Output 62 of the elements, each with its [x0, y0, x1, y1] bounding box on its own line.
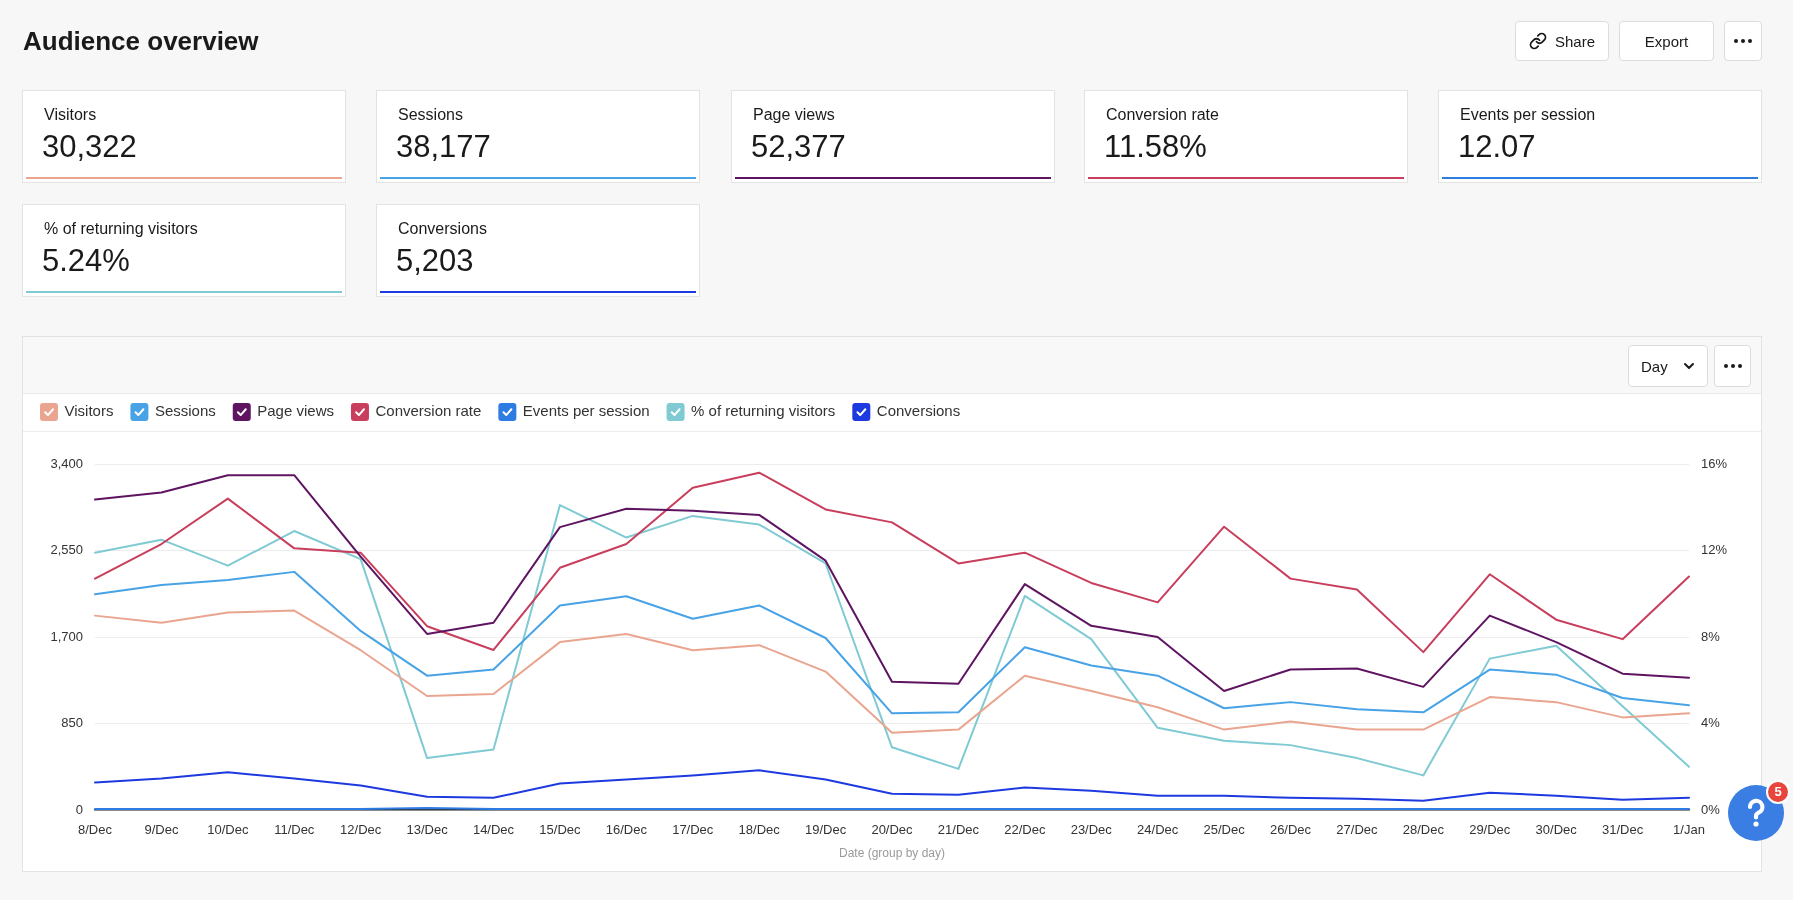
- x-tick-label: 24/Dec: [1137, 822, 1179, 838]
- x-tick-label: 31/Dec: [1601, 822, 1644, 838]
- text: 5.24%: [42, 243, 130, 278]
- y2-tick-label: 0%: [1701, 801, 1721, 817]
- notification-badge: 5: [1766, 780, 1790, 804]
- y2-tick-label: 16%: [1701, 455, 1728, 471]
- y2-tick-label: 12%: [1701, 542, 1728, 558]
- legend-label: Sessions: [154, 402, 216, 420]
- x-tick-label: 25/Dec: [1203, 822, 1246, 838]
- x-tick-label: 11/Dec: [274, 822, 315, 838]
- x-tick-label: 16/Dec: [605, 822, 648, 838]
- text: Events per session: [1460, 106, 1596, 123]
- x-tick-label: 26/Dec: [1269, 822, 1312, 838]
- x-tick-label: 29/Dec: [1469, 822, 1511, 838]
- x-tick-label: 14/Dec: [472, 822, 515, 838]
- text: Share: [1554, 32, 1596, 50]
- text: Conversions: [398, 220, 487, 237]
- text: Visitors: [44, 106, 97, 123]
- text: Day: [1641, 357, 1668, 375]
- x-tick-label: 20/Dec: [871, 822, 914, 838]
- legend-label: Page views: [257, 402, 334, 420]
- x-tick-label: 13/Dec: [406, 822, 449, 838]
- y2-tick-label: 8%: [1701, 628, 1721, 644]
- text: Export: [1644, 32, 1689, 50]
- text: 5,203: [396, 243, 474, 278]
- legend-label: % of returning visitors: [691, 402, 836, 420]
- text: 38,177: [396, 129, 491, 164]
- text: 11.58%: [1104, 129, 1207, 164]
- text: 12.07: [1458, 129, 1536, 164]
- x-tick-label: 28/Dec: [1402, 822, 1445, 838]
- y-tick-label: 3,400: [50, 455, 83, 471]
- y-tick-label: 850: [61, 715, 83, 731]
- x-tick-label: 18/Dec: [738, 822, 781, 838]
- y-tick-label: 2,550: [50, 542, 83, 558]
- x-tick-label: 10/Dec: [207, 822, 249, 838]
- legend-label: Conversions: [876, 402, 961, 420]
- legend-label: Events per session: [522, 402, 650, 420]
- x-tick-label: 30/Dec: [1535, 822, 1578, 838]
- x-tick-label: 12/Dec: [340, 822, 382, 838]
- x-tick-label: 9/Dec: [144, 822, 179, 838]
- text: Audience overview: [23, 26, 259, 56]
- x-axis-title: Date (group by day): [838, 846, 946, 861]
- legend-label: Visitors: [64, 402, 114, 420]
- x-tick-label: 1/Jan: [1673, 822, 1705, 838]
- text: 52,377: [751, 129, 846, 164]
- legend-label: Conversion rate: [375, 402, 482, 420]
- text: % of returning visitors: [44, 220, 198, 237]
- text: Page views: [753, 106, 835, 123]
- y2-tick-label: 4%: [1701, 715, 1721, 731]
- x-tick-label: 23/Dec: [1070, 822, 1113, 838]
- x-tick-label: 15/Dec: [539, 822, 582, 838]
- x-tick-label: 22/Dec: [1004, 822, 1046, 838]
- y-tick-label: 1,700: [50, 628, 83, 644]
- text: Conversion rate: [1106, 106, 1219, 123]
- x-tick-label: 17/Dec: [672, 822, 714, 838]
- y-tick-label: 0: [75, 801, 83, 817]
- x-tick-label: 8/Dec: [78, 822, 113, 838]
- x-tick-label: 21/Dec: [937, 822, 980, 838]
- x-tick-label: 19/Dec: [804, 822, 847, 838]
- text: Sessions: [398, 106, 463, 123]
- text: 30,322: [42, 129, 137, 164]
- x-tick-label: 27/Dec: [1336, 822, 1379, 838]
